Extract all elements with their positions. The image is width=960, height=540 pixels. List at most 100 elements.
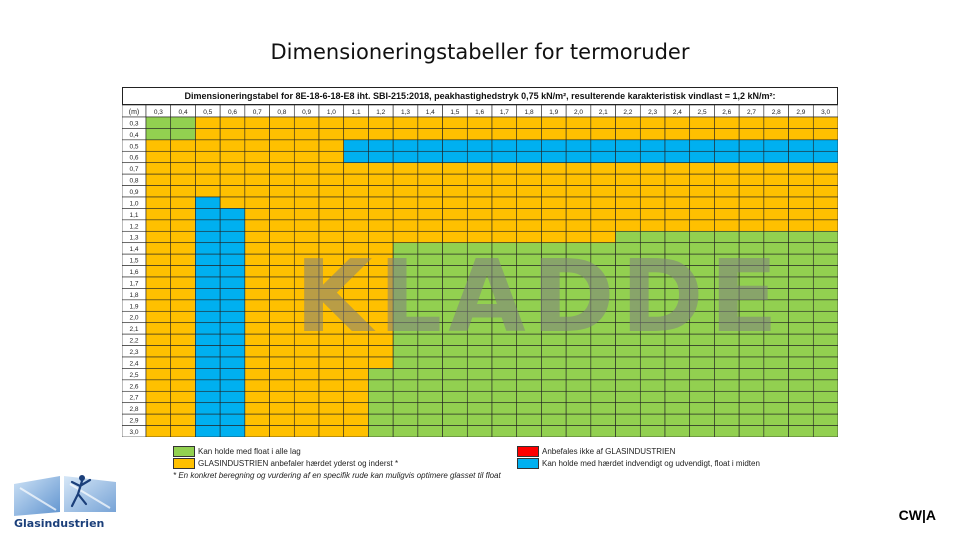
- table-cell: [491, 139, 518, 152]
- table-cell: [392, 379, 419, 392]
- table-cell: [516, 139, 542, 152]
- table-cell: [145, 230, 172, 244]
- column-header: 0,6: [228, 109, 237, 116]
- table-cell: [269, 333, 295, 346]
- table-cell: [417, 196, 443, 209]
- table-cell: [219, 368, 246, 381]
- column-header: 2,2: [623, 109, 632, 116]
- table-cell: [788, 356, 814, 369]
- table-cell: [565, 128, 592, 141]
- row-header: 1,0: [129, 200, 138, 207]
- table-cell: [788, 173, 814, 186]
- table-cell: [615, 413, 641, 426]
- table-cell: [664, 356, 691, 369]
- table-cell: [664, 162, 691, 175]
- table-cell: [738, 162, 765, 175]
- table-cell: [689, 425, 715, 437]
- table-cell: [541, 162, 567, 175]
- table-cell: [269, 242, 295, 255]
- table-cell: [244, 128, 270, 141]
- table-cell: [195, 333, 221, 346]
- table-cell: [590, 356, 616, 369]
- table-cell: [219, 310, 246, 324]
- watermark: KLADDE: [295, 238, 784, 355]
- table-cell: [541, 173, 567, 186]
- table-cell: [219, 356, 246, 369]
- table-cell: [145, 265, 172, 278]
- table-cell: [368, 150, 394, 164]
- table-cell: [145, 413, 172, 426]
- column-header: 1,9: [549, 109, 558, 116]
- table-cell: [318, 116, 345, 129]
- table-cell: [244, 196, 270, 209]
- row-header: 0,6: [129, 155, 138, 162]
- table-cell: [170, 402, 196, 415]
- table-cell: [343, 173, 369, 186]
- table-cell: [145, 288, 172, 301]
- table-cell: [590, 390, 616, 404]
- table-cell: [565, 196, 592, 209]
- table-cell: [170, 288, 196, 301]
- column-header: 2,6: [722, 109, 731, 116]
- table-cell: [318, 150, 345, 164]
- table-cell: [269, 299, 295, 312]
- table-cell: [689, 128, 715, 141]
- row-header: 2,8: [129, 406, 138, 413]
- table-cell: [615, 425, 641, 437]
- table-cell: [417, 219, 443, 232]
- table-cell: [714, 219, 740, 232]
- table-cell: [763, 402, 789, 415]
- table-cell: [219, 379, 246, 392]
- table-cell: [244, 208, 270, 221]
- table-cell: [788, 310, 814, 324]
- table-cell: [565, 162, 592, 175]
- table-cell: [615, 162, 641, 175]
- table-cell: [442, 150, 468, 164]
- table-cell: [145, 150, 172, 164]
- table-cell: [442, 390, 468, 404]
- table-cell: [466, 390, 493, 404]
- table-cell: [788, 333, 814, 346]
- table-cell: [244, 368, 270, 381]
- dimension-table: Dimensioneringstabel for 8E-18-6-18-E8 i…: [122, 87, 838, 437]
- table-cell: [417, 402, 443, 415]
- table-cell: [145, 379, 172, 392]
- table-cell: [590, 425, 616, 437]
- legend-swatch-green: [173, 446, 195, 457]
- table-cell: [491, 208, 518, 221]
- table-cell: [219, 322, 246, 335]
- legend-swatch-blue: [517, 458, 539, 469]
- table-cell: [269, 276, 295, 289]
- table-cell: [516, 368, 542, 381]
- table-cell: [788, 390, 814, 404]
- table-cell: [516, 173, 542, 186]
- table-cell: [170, 242, 196, 255]
- table-cell: [392, 425, 419, 437]
- table-cell: [293, 162, 320, 175]
- table-cell: [639, 356, 666, 369]
- table-cell: [565, 379, 592, 392]
- table-cell: [466, 425, 493, 437]
- column-header: 2,1: [599, 109, 608, 116]
- table-cell: [763, 173, 789, 186]
- table-cell: [738, 150, 765, 164]
- table-cell: [516, 128, 542, 141]
- table-cell: [639, 150, 666, 164]
- table-cell: [244, 333, 270, 346]
- table-cell: [368, 196, 394, 209]
- row-header: 1,9: [129, 303, 138, 310]
- table-cell: [565, 139, 592, 152]
- table-cell: [219, 390, 246, 404]
- table-cell: [343, 116, 369, 129]
- table-cell: [664, 196, 691, 209]
- table-cell: [565, 356, 592, 369]
- table-cell: [812, 379, 838, 392]
- table-cell: [392, 208, 419, 221]
- table-cell: [269, 162, 295, 175]
- table-cell: [466, 116, 493, 129]
- table-cell: [639, 379, 666, 392]
- table-cell: [788, 242, 814, 255]
- table-grid: (m) 0,3 0,4 0,5 0,6 0,7 0,8 0,9 1,0 1,1 1,2 1,3 1,4 1…: [122, 105, 838, 437]
- table-cell: [491, 128, 518, 141]
- table-cell: [763, 219, 789, 232]
